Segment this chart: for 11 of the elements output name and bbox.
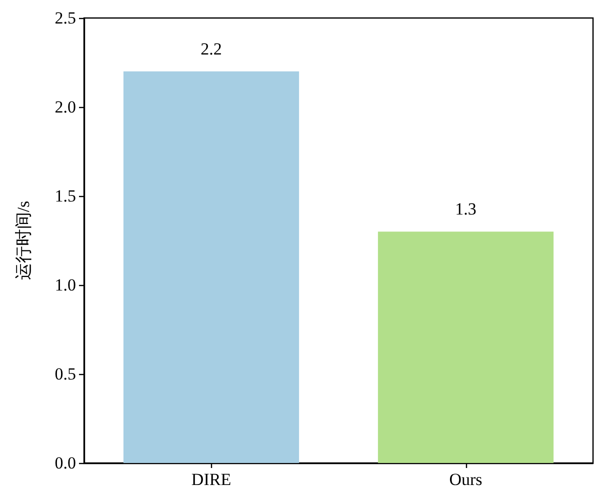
y-tick-label: 2.5 [54,8,76,28]
y-tick-label: 1.0 [54,276,76,294]
data-label: 1.3 [455,200,476,219]
data-label: 2.2 [200,39,222,58]
y-tick-label: 0.0 [54,454,76,472]
y-tick-label: 2.0 [54,98,76,116]
y-axis-title: 运行时间/s [14,200,33,280]
y-tick-label: 0.5 [54,364,76,384]
x-tick-label: DIRE [191,470,232,489]
x-tick-label: Ours [449,470,482,489]
y-tick-label: 1.5 [54,186,76,206]
